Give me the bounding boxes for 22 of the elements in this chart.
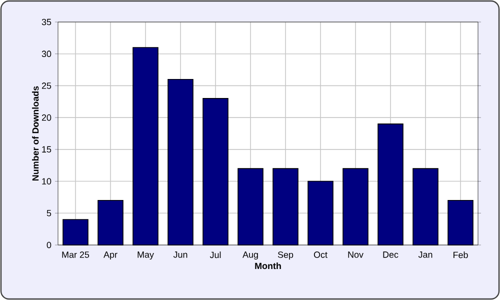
y-tick-label: 25: [42, 82, 52, 89]
y-tick-label: 35: [42, 18, 52, 26]
x-tick-label: Nov: [348, 252, 364, 258]
x-tick-label: Oct: [314, 252, 328, 258]
x-tick-label: Jan: [418, 252, 432, 258]
y-tick-label: 0: [46, 242, 52, 248]
y-tick-label: 30: [42, 50, 52, 58]
y-tick-label: 15: [42, 146, 52, 153]
x-tick-label: Jul: [210, 252, 221, 258]
y-tick-label: 5: [46, 210, 52, 216]
x-tick-label: Aug: [242, 252, 258, 260]
x-tick-label: Sep: [278, 252, 294, 260]
x-tick-label: Mar 25: [62, 252, 90, 258]
x-axis-title: Month: [255, 262, 281, 270]
x-tick-label: Apr: [104, 252, 118, 260]
y-tick-label: 20: [42, 114, 52, 121]
y-tick-label: 10: [42, 178, 52, 184]
x-tick-label: Jun: [173, 252, 188, 258]
y-axis-title: Number of Downloads: [32, 86, 39, 180]
x-tick-label: Feb: [454, 252, 468, 258]
x-tick-label: Dec: [383, 252, 398, 258]
x-tick-label: May: [138, 252, 154, 260]
